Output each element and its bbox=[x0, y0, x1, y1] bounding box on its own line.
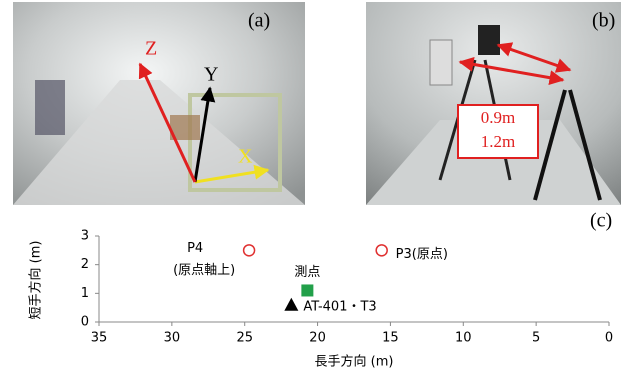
x-tick-label: 30 bbox=[164, 331, 181, 346]
x-axis-label: 長手方向 (m) bbox=[315, 354, 394, 370]
point bbox=[244, 245, 255, 256]
point-label: P3(原点) bbox=[396, 247, 448, 262]
panel-label: (b) bbox=[592, 10, 615, 32]
panel-label: (c) bbox=[590, 210, 612, 232]
axis-label: Y bbox=[204, 64, 218, 86]
point bbox=[301, 284, 313, 296]
figure: Z Y X (a) 0.9m 1.2m (b) (c) 長手方向 (m) 短手方… bbox=[0, 0, 634, 374]
y-tick-label: 1 bbox=[81, 286, 89, 301]
x-tick-label: 35 bbox=[91, 331, 108, 346]
page: Z Y X (a) 0.9m 1.2m (b) (c) 長手方向 (m) 短手方… bbox=[0, 0, 634, 374]
axis-label: Z bbox=[145, 38, 157, 60]
point bbox=[376, 245, 387, 256]
distance-label: 1.2m bbox=[481, 132, 515, 151]
x-tick-label: 5 bbox=[532, 331, 540, 346]
panel-label: (a) bbox=[248, 10, 270, 32]
point-label: AT-401・T3 bbox=[303, 299, 376, 314]
point-label: 測点 bbox=[294, 265, 320, 280]
y-tick-label: 3 bbox=[81, 229, 89, 244]
photo-a: Z Y X (a) bbox=[13, 2, 305, 205]
x-tick-label: 25 bbox=[236, 331, 253, 346]
x-tick-label: 0 bbox=[605, 331, 613, 346]
x-tick-label: 10 bbox=[455, 331, 472, 346]
axis-label: X bbox=[238, 146, 253, 168]
y-tick-label: 2 bbox=[81, 257, 89, 272]
y-axis-label: 短手方向 (m) bbox=[28, 241, 44, 320]
distance-label: 0.9m bbox=[481, 108, 515, 127]
point bbox=[284, 298, 298, 311]
chart: (c) 長手方向 (m) 短手方向 (m) 35 30 25 20 15 10 5 0 0 1 2 3… bbox=[28, 210, 614, 370]
x-tick-label: 20 bbox=[309, 331, 326, 346]
y-tick-label: 0 bbox=[81, 315, 89, 330]
point-label: P4 bbox=[187, 241, 203, 256]
photo-b: 0.9m 1.2m (b) bbox=[366, 2, 621, 205]
x-tick-label: 15 bbox=[382, 331, 399, 346]
point-label: (原点軸上) bbox=[173, 263, 235, 278]
